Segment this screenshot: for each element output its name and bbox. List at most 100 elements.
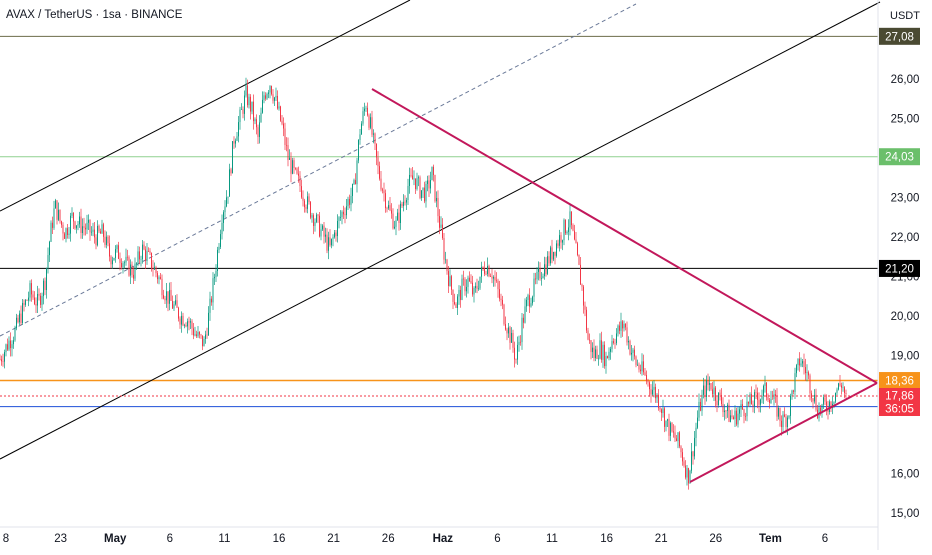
candle-body bbox=[382, 189, 383, 191]
candle-body bbox=[715, 387, 716, 401]
candle-body bbox=[400, 203, 401, 223]
channel-upper-line[interactable] bbox=[0, 0, 411, 212]
candle-body bbox=[388, 205, 389, 209]
candle-body bbox=[19, 313, 20, 323]
price-axis[interactable]: 26,0025,0023,0022,0021,0020,0019,0016,00… bbox=[891, 74, 920, 520]
candle-body bbox=[544, 264, 545, 277]
candle-body bbox=[844, 387, 845, 394]
candle-body bbox=[347, 198, 349, 207]
candle-body bbox=[596, 349, 598, 359]
candle-body bbox=[304, 200, 305, 208]
candle-body bbox=[532, 296, 533, 304]
x-tick-label: 16 bbox=[273, 533, 286, 545]
candle-body bbox=[73, 212, 74, 222]
candle-body bbox=[263, 95, 265, 100]
candle-body bbox=[79, 216, 80, 225]
candle-body bbox=[332, 237, 334, 239]
candle-body bbox=[305, 207, 307, 209]
candle-body bbox=[493, 277, 494, 279]
candle-body bbox=[184, 325, 185, 326]
candle-body bbox=[128, 257, 130, 276]
candle-body bbox=[746, 401, 748, 417]
candle-body bbox=[497, 280, 499, 290]
candle-body bbox=[524, 306, 526, 323]
candle-body bbox=[151, 252, 152, 269]
triangle-lower-line[interactable] bbox=[689, 382, 878, 483]
candle-body bbox=[169, 289, 170, 304]
candle-body bbox=[461, 278, 463, 300]
candle-body bbox=[13, 340, 14, 345]
candle-body bbox=[703, 385, 704, 395]
candle-body bbox=[284, 128, 286, 145]
candle-body bbox=[650, 389, 652, 395]
candle-body bbox=[2, 361, 4, 362]
candle-body bbox=[658, 394, 659, 408]
candle-body bbox=[374, 133, 376, 144]
symbol-title[interactable]: AVAX / TetherUS · 1sa · BINANCE bbox=[6, 9, 183, 21]
candle-body bbox=[779, 407, 781, 421]
candle-body bbox=[613, 341, 614, 343]
candle-body bbox=[88, 219, 89, 223]
candle-body bbox=[677, 432, 679, 442]
candle-body bbox=[179, 318, 181, 325]
candle-body bbox=[670, 422, 671, 436]
triangle-upper-line[interactable] bbox=[371, 88, 878, 384]
candle-body bbox=[124, 262, 125, 264]
candle-body bbox=[566, 231, 568, 234]
candle-body bbox=[109, 243, 110, 257]
candle-body bbox=[629, 341, 631, 355]
candle-body bbox=[127, 256, 128, 258]
candle-body bbox=[224, 206, 226, 213]
candle-body bbox=[433, 166, 434, 175]
channel-lower-line[interactable] bbox=[0, 1, 881, 460]
candle-body bbox=[253, 101, 254, 122]
candle-body bbox=[172, 300, 173, 309]
candle-body bbox=[535, 278, 536, 280]
candle-body bbox=[752, 404, 754, 407]
channel-middle-line[interactable] bbox=[0, 3, 637, 337]
candle-body bbox=[706, 380, 707, 397]
candle-body bbox=[704, 385, 706, 397]
candle-body bbox=[415, 178, 416, 190]
candle-body bbox=[805, 367, 806, 374]
y-tick-label: 23,00 bbox=[891, 192, 920, 204]
candle-body bbox=[673, 431, 674, 433]
candle-body bbox=[232, 141, 233, 174]
level-price-label: 27,08 bbox=[885, 31, 914, 43]
candle-body bbox=[839, 383, 841, 386]
candle-body bbox=[106, 236, 107, 245]
candle-body bbox=[44, 280, 46, 291]
candle-body bbox=[559, 235, 560, 246]
candle-body bbox=[259, 122, 260, 137]
candle-body bbox=[122, 263, 124, 268]
candle-body bbox=[296, 168, 298, 174]
candle-body bbox=[299, 175, 301, 187]
candle-body bbox=[248, 96, 250, 106]
time-axis[interactable]: 8 23 May 6 11 16 21 26 Haz 6 11 16 21 26 Tem 6 bbox=[3, 533, 828, 545]
candle-body bbox=[464, 279, 466, 292]
candle-body bbox=[761, 396, 763, 400]
candle-body bbox=[830, 401, 832, 409]
candle-body bbox=[298, 173, 299, 176]
candle-body bbox=[71, 212, 73, 216]
candle-body bbox=[187, 321, 188, 327]
level-badge bbox=[879, 372, 920, 390]
candle-body bbox=[634, 349, 635, 357]
candle-body bbox=[802, 361, 803, 364]
candle-body bbox=[644, 372, 646, 376]
currency-label[interactable]: USDT bbox=[890, 10, 920, 22]
candle-body bbox=[698, 401, 700, 418]
candle-body bbox=[754, 392, 755, 407]
candle-body bbox=[145, 249, 146, 261]
candle-body bbox=[632, 349, 634, 353]
candle-body bbox=[100, 231, 101, 234]
candle-body bbox=[575, 239, 577, 244]
candle-body bbox=[343, 211, 344, 215]
candle-body bbox=[545, 264, 547, 274]
x-tick-label: 26 bbox=[709, 533, 722, 545]
candle-body bbox=[359, 134, 361, 141]
candle-body bbox=[281, 120, 283, 124]
y-tick-label: 26,00 bbox=[891, 74, 920, 86]
